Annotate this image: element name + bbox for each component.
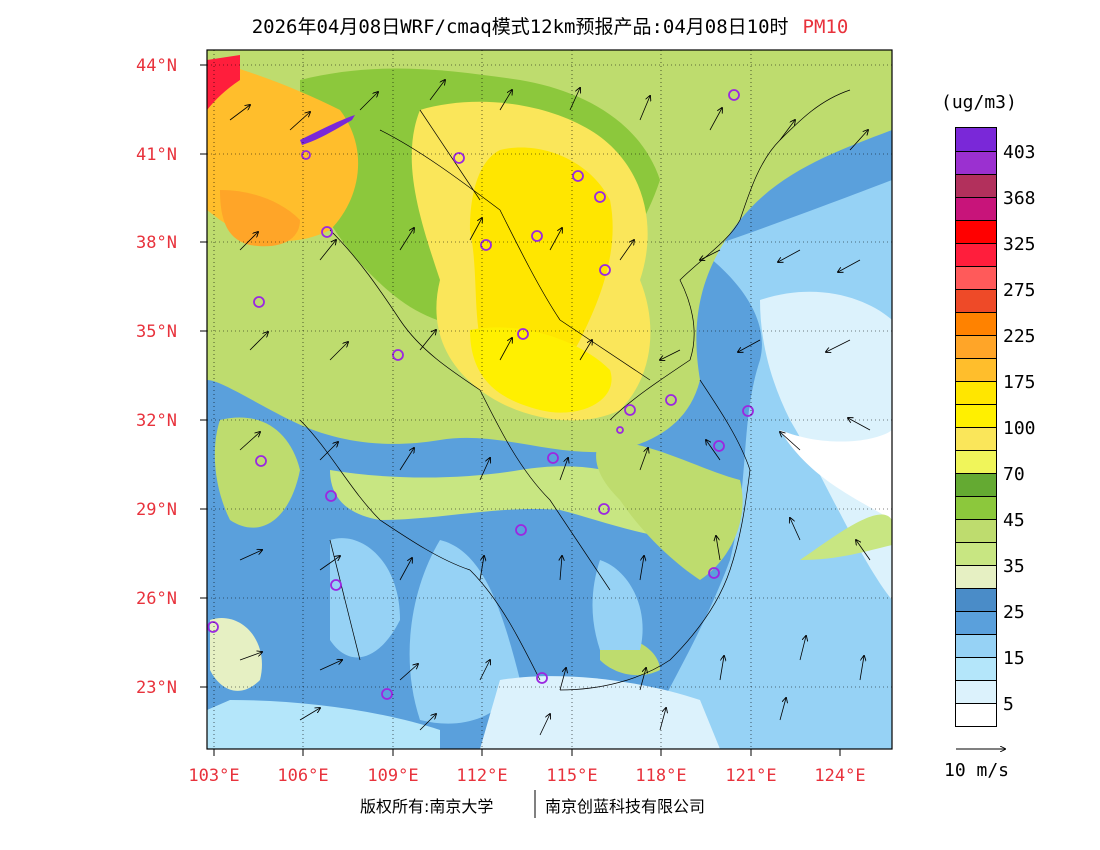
city-marker — [453, 152, 465, 164]
city-marker — [572, 170, 584, 182]
title-text: 2026年04月08日WRF/cmaq模式12km预报产品:04月08日10时 — [251, 16, 789, 38]
legend-level: 15 — [1003, 648, 1025, 669]
legend-swatch — [956, 519, 996, 542]
legend-unit: (ug/m3) — [941, 92, 1017, 113]
city-marker — [515, 524, 527, 536]
city-marker — [713, 440, 725, 452]
city-marker — [665, 394, 677, 406]
legend-level: 35 — [1003, 556, 1025, 577]
legend-swatch — [956, 197, 996, 220]
legend-swatch — [956, 381, 996, 404]
legend-swatch — [956, 266, 996, 289]
legend-swatch — [956, 335, 996, 358]
lat-label-41: 41°N — [136, 145, 177, 165]
city-marker — [207, 621, 219, 633]
legend-level: 25 — [1003, 602, 1025, 623]
city-marker — [301, 150, 311, 160]
city-marker — [255, 455, 267, 467]
company-text: 南京创蓝科技有限公司 — [545, 797, 706, 816]
concentration-field — [207, 50, 892, 749]
legend-swatch — [956, 220, 996, 243]
city-marker — [616, 426, 624, 434]
legend-level: 70 — [1003, 464, 1025, 485]
legend-level: 5 — [1003, 694, 1014, 715]
legend-swatch — [956, 703, 996, 726]
lon-label-103: 103°E — [188, 766, 240, 786]
lon-label-118: 118°E — [635, 766, 687, 786]
lon-label-106: 106°E — [277, 766, 329, 786]
legend-swatch — [956, 450, 996, 473]
lat-label-44: 44°N — [136, 56, 177, 76]
legend-color-bar — [955, 127, 997, 727]
city-marker — [728, 89, 740, 101]
city-marker — [599, 264, 611, 276]
legend-swatch — [956, 588, 996, 611]
city-marker — [330, 579, 342, 591]
lon-label-121: 121°E — [725, 766, 777, 786]
legend-swatch — [956, 174, 996, 197]
lon-label-109: 109°E — [367, 766, 419, 786]
city-marker — [594, 191, 606, 203]
city-marker — [381, 688, 393, 700]
lon-label-124: 124°E — [814, 766, 866, 786]
city-marker — [325, 490, 337, 502]
lat-label-32: 32°N — [136, 411, 177, 431]
lon-label-112: 112°E — [456, 766, 508, 786]
grid-lines — [207, 50, 892, 749]
city-marker — [531, 230, 543, 242]
legend-level: 403 — [1003, 142, 1036, 163]
legend-swatch — [956, 312, 996, 335]
legend-swatch — [956, 542, 996, 565]
copyright-text: 版权所有:南京大学 — [360, 797, 494, 816]
legend-swatch — [956, 243, 996, 266]
legend-swatch — [956, 680, 996, 703]
legend-swatch — [956, 404, 996, 427]
legend-swatch — [956, 151, 996, 174]
city-marker — [321, 226, 333, 238]
city-marker — [517, 328, 529, 340]
legend-swatch — [956, 611, 996, 634]
legend-level: 225 — [1003, 326, 1036, 347]
map-frame — [206, 49, 893, 750]
lat-label-38: 38°N — [136, 233, 177, 253]
legend-swatch — [956, 358, 996, 381]
legend-swatch — [956, 657, 996, 680]
legend-level: 275 — [1003, 280, 1036, 301]
legend-swatch — [956, 128, 996, 151]
legend-swatch — [956, 565, 996, 588]
species-label: PM10 — [802, 16, 849, 38]
city-marker — [536, 672, 548, 684]
legend-level: 175 — [1003, 372, 1036, 393]
city-marker — [547, 452, 559, 464]
legend-level: 368 — [1003, 188, 1036, 209]
lat-label-35: 35°N — [136, 322, 177, 342]
lon-label-115: 115°E — [546, 766, 598, 786]
legend-swatch — [956, 634, 996, 657]
legend-swatch — [956, 289, 996, 312]
city-marker — [708, 567, 720, 579]
lat-label-23: 23°N — [136, 678, 177, 698]
legend-level: 45 — [1003, 510, 1025, 531]
legend-swatch — [956, 427, 996, 450]
lat-label-26: 26°N — [136, 589, 177, 609]
chart-title: 2026年04月08日WRF/cmaq模式12km预报产品:04月08日10时 P… — [0, 12, 1100, 39]
legend-swatch — [956, 496, 996, 519]
lat-label-29: 29°N — [136, 500, 177, 520]
wind-scale-label: 10 m/s — [944, 760, 1010, 781]
legend-swatch — [956, 473, 996, 496]
city-marker — [624, 404, 636, 416]
city-marker — [253, 296, 265, 308]
legend-level: 325 — [1003, 234, 1036, 255]
city-marker — [742, 405, 754, 417]
city-marker — [480, 239, 492, 251]
legend-level: 100 — [1003, 418, 1036, 439]
